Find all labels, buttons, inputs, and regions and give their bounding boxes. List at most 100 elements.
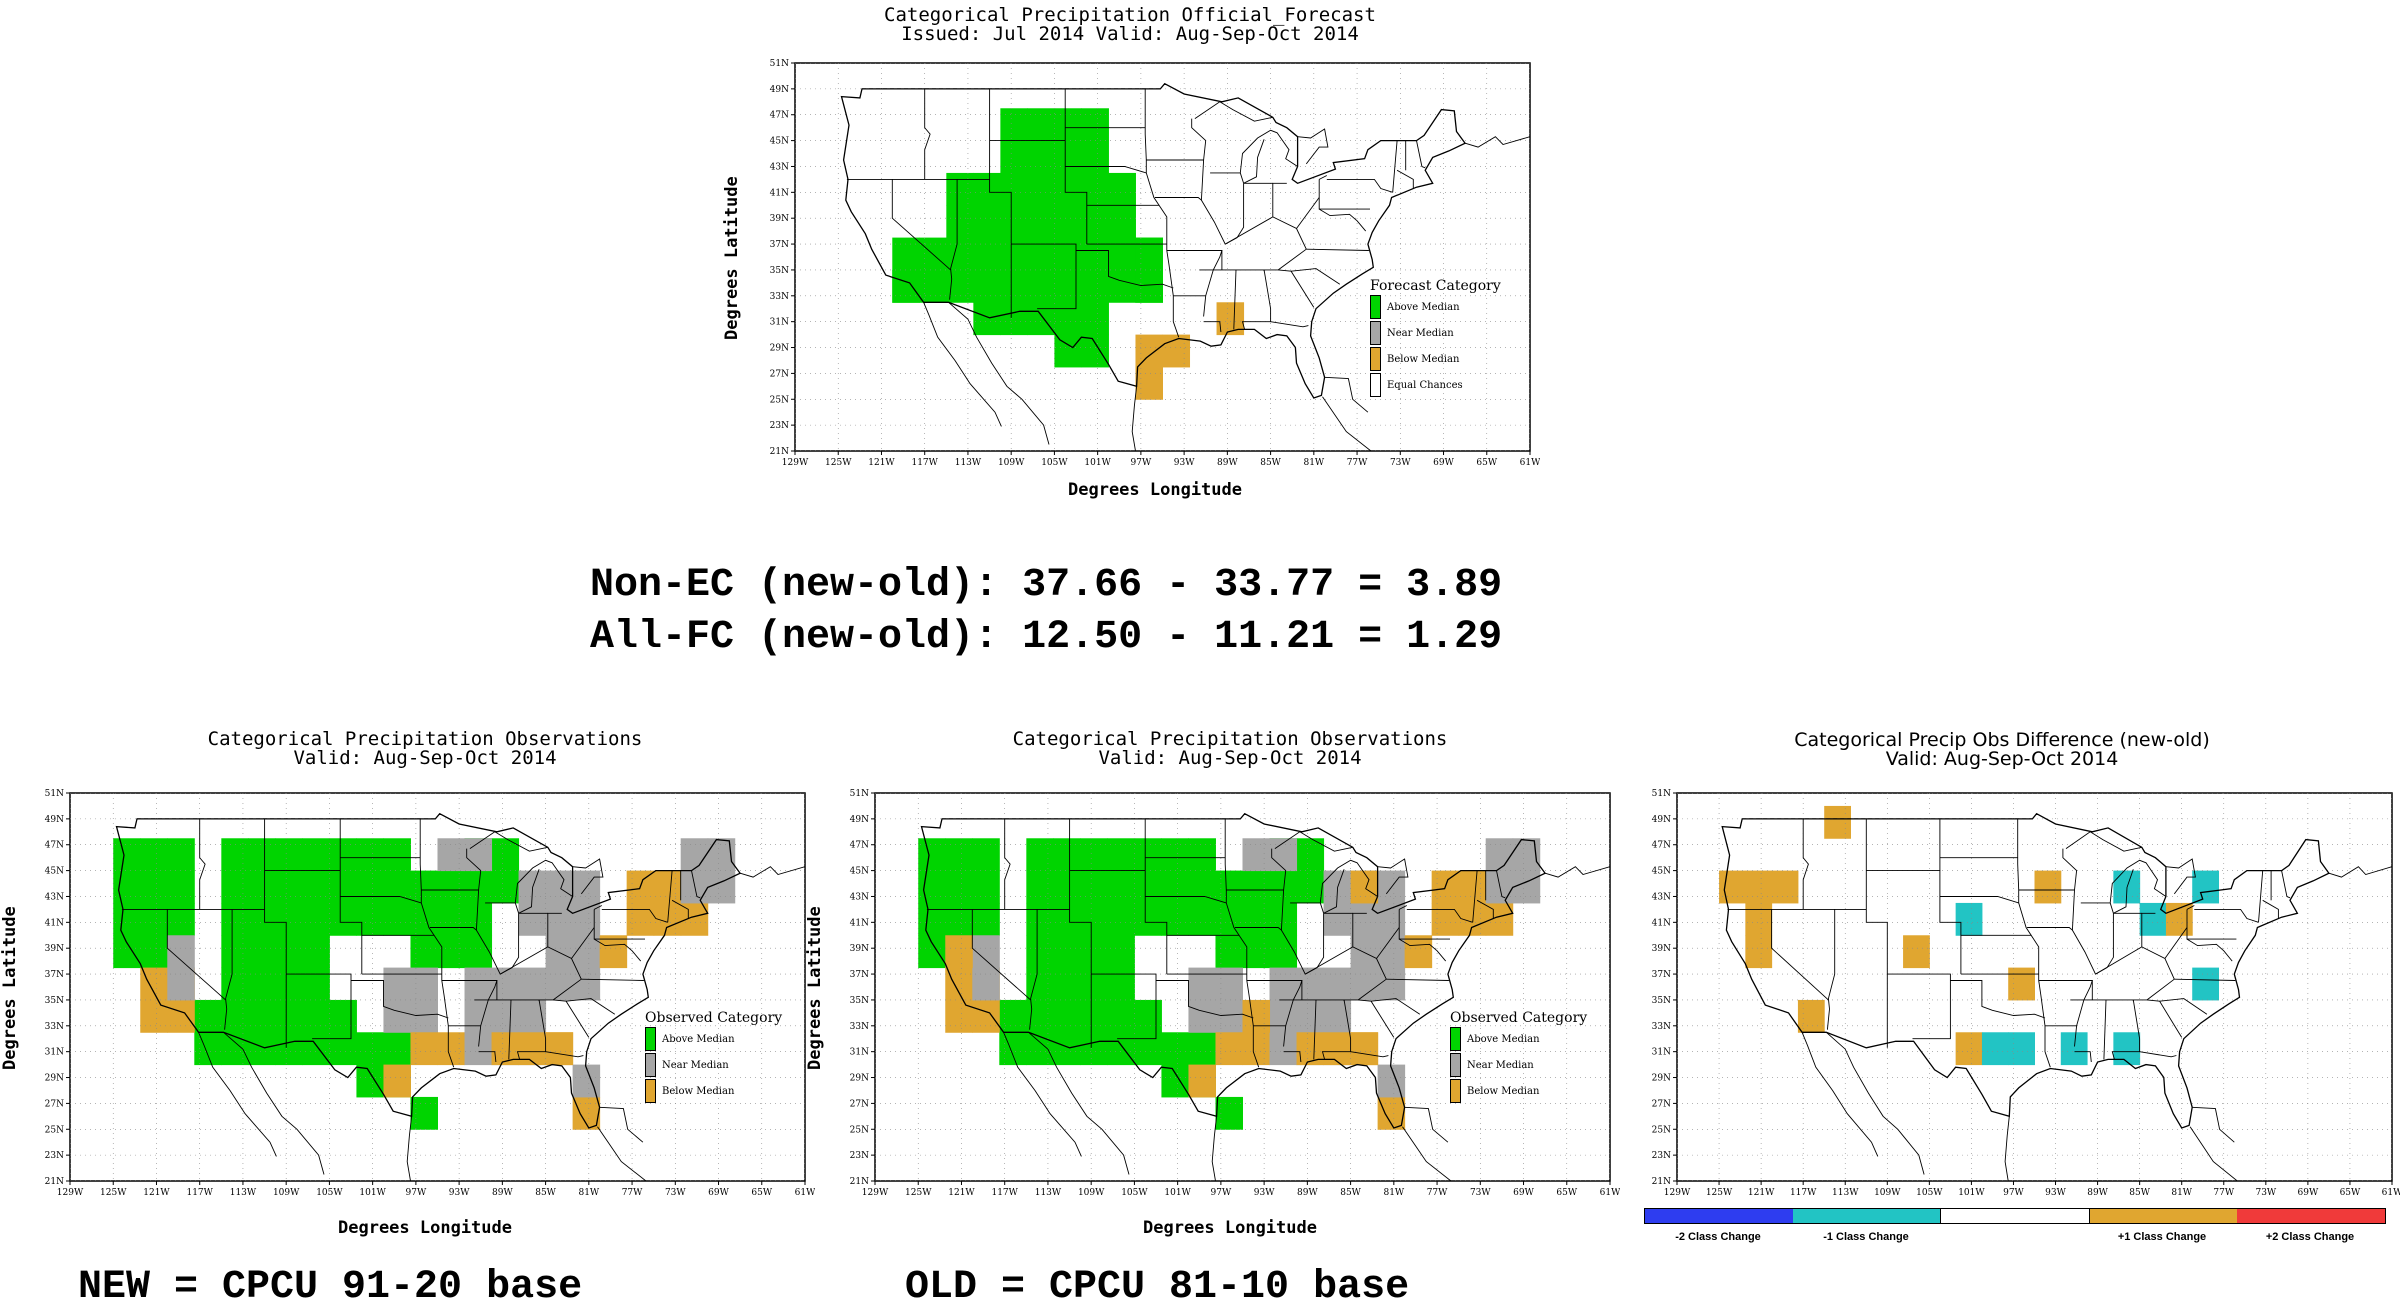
grid-cell-below bbox=[1458, 870, 1487, 904]
grid-cell-above bbox=[1000, 237, 1028, 271]
lat-tick-label: 41N bbox=[45, 918, 64, 928]
grid-cell-above bbox=[410, 1096, 438, 1130]
new-base-label: NEW = CPCU 91-20 base bbox=[78, 1265, 583, 1310]
grid-cell-above bbox=[275, 902, 303, 936]
grid-cell-above bbox=[1188, 838, 1216, 872]
grid-cell-above bbox=[383, 1032, 411, 1066]
lon-tick-label: 73W bbox=[1390, 458, 1411, 468]
grid-cell-below bbox=[972, 999, 1000, 1033]
grid-cell-above bbox=[1080, 1032, 1108, 1066]
grid-cell-above bbox=[946, 237, 974, 271]
grid-cell-above bbox=[221, 999, 249, 1033]
grid-cell-near bbox=[545, 935, 574, 969]
lon-tick-label: 129W bbox=[57, 1188, 84, 1198]
lon-tick-label: 65W bbox=[751, 1188, 772, 1198]
grid-cell-above bbox=[194, 1032, 222, 1066]
grid-cell-below bbox=[1188, 1064, 1216, 1098]
old-obs-map-title: Categorical Precipitation Observations V… bbox=[1012, 728, 1448, 769]
grid-cell-above bbox=[1134, 870, 1162, 904]
grid-cell-near bbox=[1215, 999, 1243, 1033]
difference-map-title: Categorical Precip Obs Difference (new-o… bbox=[1794, 729, 2210, 770]
grid-cell-above bbox=[221, 1032, 249, 1066]
grid-cell-near bbox=[680, 838, 709, 872]
lon-tick-label: 69W bbox=[1513, 1188, 1534, 1198]
lat-tick-label: 49N bbox=[770, 85, 789, 95]
grid-cell-plus1 bbox=[1745, 935, 1773, 969]
lat-tick-label: 41N bbox=[1652, 918, 1671, 928]
lon-tick-label: 121W bbox=[948, 1188, 975, 1198]
grid-cell-minus1 bbox=[2192, 870, 2220, 904]
lon-tick-label: 105W bbox=[1041, 458, 1068, 468]
lat-tick-label: 23N bbox=[1652, 1151, 1671, 1161]
lon-tick-label: 109W bbox=[1874, 1188, 1901, 1198]
grid-cell-near bbox=[464, 999, 493, 1033]
grid-cell-near bbox=[1485, 870, 1514, 904]
grid-cell-above bbox=[1027, 205, 1055, 239]
grid-cell-minus1 bbox=[2139, 902, 2167, 936]
grid-cell-below bbox=[140, 999, 168, 1033]
lon-tick-label: 81W bbox=[1303, 458, 1324, 468]
grid-cell-above bbox=[356, 838, 384, 872]
lat-tick-label: 27N bbox=[45, 1099, 64, 1109]
grid-cell-above bbox=[1107, 935, 1135, 969]
lat-tick-label: 21N bbox=[770, 447, 789, 457]
grid-cell-above bbox=[945, 902, 973, 936]
grid-cell-below bbox=[1431, 902, 1460, 936]
grid-cell-above bbox=[113, 902, 141, 936]
lat-tick-label: 47N bbox=[850, 841, 869, 851]
legend-item-below: Below Median bbox=[1370, 346, 1501, 372]
lat-tick-label: 23N bbox=[45, 1151, 64, 1161]
grid-cell-above bbox=[464, 902, 493, 936]
grid-cell-minus1 bbox=[2008, 1032, 2035, 1066]
grid-cell-near bbox=[1485, 838, 1514, 872]
grid-cell-above bbox=[1080, 967, 1108, 1001]
legend-item-near: Near Median bbox=[1370, 320, 1501, 346]
grid-cell-above bbox=[1080, 902, 1108, 936]
grid-cell-near bbox=[1377, 967, 1406, 1001]
grid-cell-above bbox=[302, 967, 330, 1001]
grid-cell-minus1 bbox=[1981, 1032, 2009, 1066]
grid-cell-plus1 bbox=[2008, 967, 2035, 1001]
grid-cell-above bbox=[1000, 140, 1028, 174]
grid-cell-above bbox=[918, 935, 946, 969]
grid-cell-above bbox=[410, 902, 438, 936]
lat-tick-label: 27N bbox=[850, 1099, 869, 1109]
lon-tick-label: 101W bbox=[1164, 1188, 1191, 1198]
grid-cell-above bbox=[1108, 269, 1136, 303]
lat-tick-label: 23N bbox=[850, 1151, 869, 1161]
lat-tick-label: 37N bbox=[770, 240, 789, 250]
grid-cell-above bbox=[1215, 935, 1243, 969]
grid-cell-above bbox=[1080, 838, 1108, 872]
grid-cell-near bbox=[1350, 935, 1379, 969]
grid-cell-above bbox=[1053, 935, 1081, 969]
grid-cell-above bbox=[167, 902, 195, 936]
lon-tick-label: 69W bbox=[2298, 1188, 2319, 1198]
grid-cell-near bbox=[572, 967, 601, 1001]
grid-cell-above bbox=[1026, 935, 1054, 969]
old-base-label: OLD = CPCU 81-10 base bbox=[905, 1265, 1410, 1310]
grid-cell-above bbox=[946, 269, 974, 303]
grid-cell-above bbox=[275, 935, 303, 969]
lat-tick-label: 43N bbox=[770, 162, 789, 172]
lon-tick-label: 129W bbox=[862, 1188, 889, 1198]
grid-cell-above bbox=[1027, 108, 1055, 142]
lat-tick-label: 51N bbox=[1652, 789, 1671, 799]
grid-cell-above bbox=[1081, 269, 1109, 303]
grid-cell-above bbox=[329, 999, 357, 1033]
lon-tick-label: 109W bbox=[273, 1188, 300, 1198]
grid-cell-plus1 bbox=[1745, 870, 1773, 904]
grid-cell-above bbox=[383, 902, 411, 936]
grid-cell-above bbox=[1053, 999, 1081, 1033]
lon-tick-label: 89W bbox=[2087, 1188, 2108, 1198]
grid-cell-above bbox=[1081, 140, 1109, 174]
grid-cell-above bbox=[1135, 237, 1163, 271]
grid-cell-above bbox=[491, 870, 520, 904]
grid-cell-above bbox=[302, 902, 330, 936]
grid-cell-above bbox=[1000, 205, 1028, 239]
grid-cell-above bbox=[1080, 870, 1108, 904]
grid-cell-above bbox=[1027, 172, 1055, 206]
lon-tick-label: 97W bbox=[2003, 1188, 2024, 1198]
lat-tick-label: 45N bbox=[850, 867, 869, 877]
grid-cell-minus1 bbox=[2192, 967, 2220, 1001]
grid-cell-above bbox=[221, 870, 249, 904]
